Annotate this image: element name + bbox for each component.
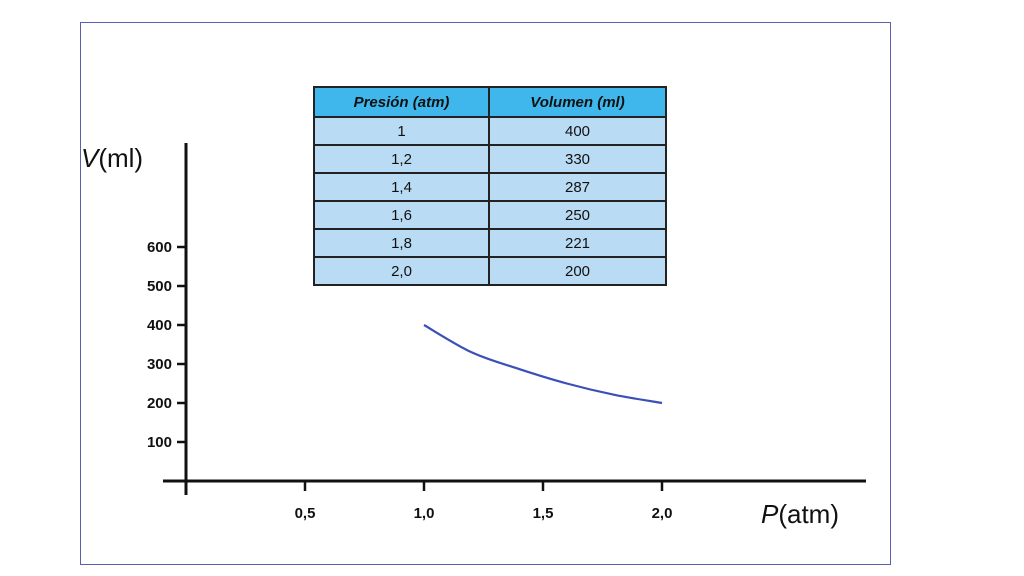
y-axis-unit: (ml) — [98, 143, 143, 173]
table-header-row: Presión (atm) Volumen (ml) — [313, 86, 667, 118]
x-axis-title: P(atm) — [761, 499, 839, 529]
table-body: 1 400 1,2 330 1,4 287 1,6 250 1,8 221 2,0 200 — [313, 116, 667, 286]
table-cell-pressure: 1 — [313, 116, 490, 146]
table-cell-volume: 287 — [488, 172, 667, 202]
table-cell-pressure: 2,0 — [313, 256, 490, 286]
y-tick-label: 600 — [147, 239, 172, 256]
table-header-pressure: Presión (atm) — [313, 86, 490, 118]
y-tick-label: 400 — [147, 317, 172, 334]
x-ticks: 0,5 1,0 1,5 2,0 — [295, 481, 673, 522]
table-cell-volume: 221 — [488, 228, 667, 258]
table-row: 1,8 221 — [313, 228, 667, 258]
y-tick-label: 300 — [147, 356, 172, 373]
table-cell-pressure: 1,8 — [313, 228, 490, 258]
table-cell-volume: 250 — [488, 200, 667, 230]
series-line — [423, 324, 663, 405]
y-axis-variable: V — [81, 143, 101, 173]
table-cell-pressure: 1,4 — [313, 172, 490, 202]
x-axis-unit: (atm) — [778, 499, 839, 529]
y-ticks: 100 200 300 400 500 600 — [147, 239, 186, 451]
table-cell-volume: 330 — [488, 144, 667, 174]
table-row: 1,2 330 — [313, 144, 667, 174]
series-group — [423, 324, 663, 405]
y-tick-label: 100 — [147, 434, 172, 451]
y-tick-label: 200 — [147, 395, 172, 412]
table-cell-pressure: 1,2 — [313, 144, 490, 174]
x-tick-label: 1,5 — [533, 505, 554, 522]
x-tick-label: 1,0 — [414, 505, 435, 522]
axes — [163, 143, 866, 495]
table-row: 1,4 287 — [313, 172, 667, 202]
x-tick-label: 0,5 — [295, 505, 316, 522]
table-row: 1,6 250 — [313, 200, 667, 230]
x-axis-variable: P — [761, 499, 779, 529]
table-cell-volume: 200 — [488, 256, 667, 286]
data-table: Presión (atm) Volumen (ml) 1 400 1,2 330 1,4… — [313, 86, 667, 286]
y-axis-title: V(ml) — [81, 143, 143, 173]
figure-frame: 100 200 300 400 500 600 0,5 1,0 1,5 2,0 V(ml) P(… — [80, 22, 891, 565]
table-cell-pressure: 1,6 — [313, 200, 490, 230]
y-tick-label: 500 — [147, 278, 172, 295]
table-cell-volume: 400 — [488, 116, 667, 146]
table-row: 1 400 — [313, 116, 667, 146]
table-row: 2,0 200 — [313, 256, 667, 286]
table-header-volume: Volumen (ml) — [488, 86, 667, 118]
x-tick-label: 2,0 — [652, 505, 673, 522]
